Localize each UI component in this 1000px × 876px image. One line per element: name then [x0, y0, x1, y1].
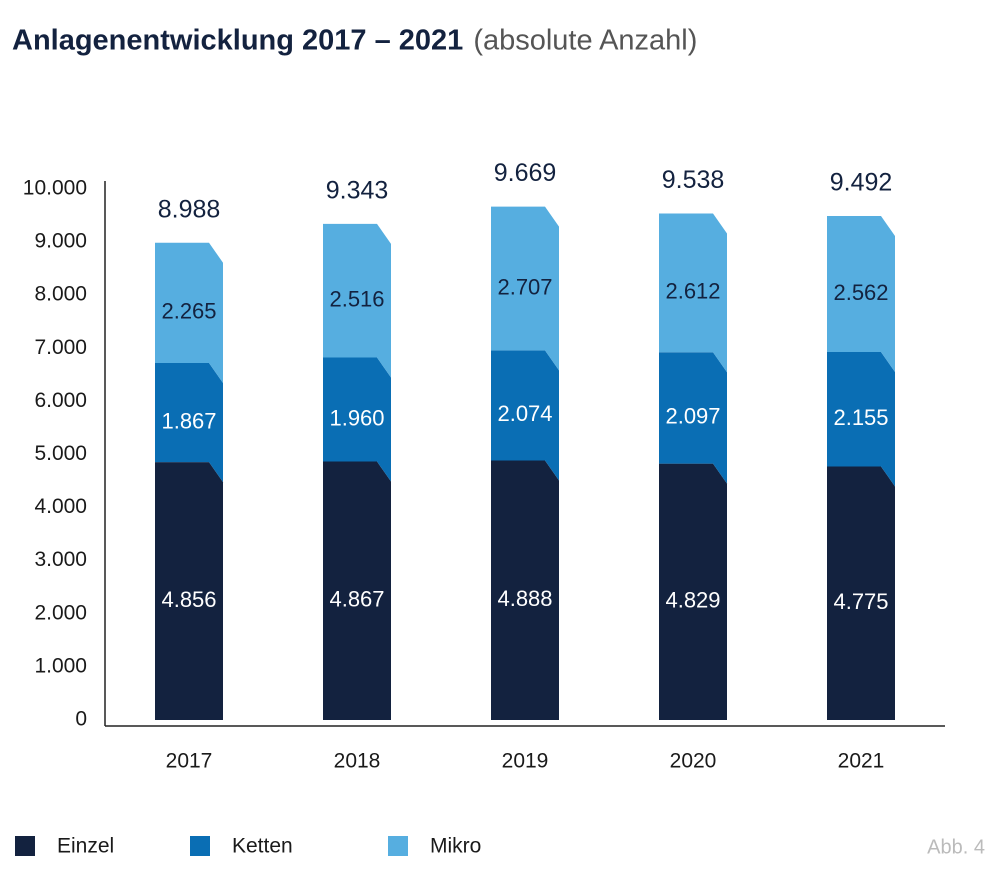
- chart-title: Anlagenentwicklung 2017 – 2021: [12, 25, 463, 57]
- legend-label: Mikro: [430, 835, 481, 858]
- total-label: 9.538: [662, 166, 725, 194]
- segment-label: 2.612: [665, 279, 720, 304]
- segment-label: 2.707: [497, 274, 552, 299]
- segment-label: 2.155: [833, 405, 888, 430]
- y-tick-label: 8.000: [34, 283, 87, 306]
- segment-label: 2.097: [665, 404, 720, 429]
- bar-segment: [491, 350, 559, 481]
- bar-segment: [323, 461, 391, 720]
- y-tick-label: 7.000: [34, 336, 87, 359]
- legend-swatch: [15, 836, 35, 856]
- total-label: 9.669: [494, 159, 557, 187]
- segment-label: 2.074: [497, 401, 552, 426]
- bar-segment: [491, 460, 559, 720]
- bar-segment: [827, 466, 895, 720]
- total-label: 8.988: [158, 195, 221, 223]
- segment-label: 4.888: [497, 586, 552, 611]
- bar-segment: [323, 357, 391, 482]
- segment-label: 4.867: [329, 587, 384, 612]
- bar-segment: [659, 463, 727, 720]
- chart-subtitle: (absolute Anzahl): [473, 25, 697, 57]
- figure-note: Abb. 4: [927, 836, 985, 858]
- legend-swatch: [190, 836, 210, 856]
- y-tick-label: 3.000: [34, 548, 87, 571]
- total-label: 9.492: [830, 169, 893, 197]
- bar-segment: [155, 462, 223, 720]
- segment-label: 4.829: [665, 588, 720, 613]
- x-tick-label: 2019: [502, 750, 549, 773]
- segment-label: 1.867: [161, 408, 216, 433]
- bar-segment: [827, 352, 895, 487]
- legend-swatch: [388, 836, 408, 856]
- bar-segment: [827, 215, 895, 373]
- bar-segment: [155, 242, 223, 384]
- x-tick-label: 2017: [166, 750, 213, 773]
- bar-segment: [323, 223, 391, 378]
- x-tick-label: 2020: [670, 750, 717, 773]
- y-tick-label: 10.000: [23, 177, 87, 200]
- bar-segment: [659, 352, 727, 484]
- x-tick-label: 2018: [334, 750, 381, 773]
- bar-segment: [155, 363, 223, 483]
- bar-segment: [491, 206, 559, 371]
- segment-label: 2.265: [161, 299, 216, 324]
- y-tick-label: 6.000: [34, 389, 87, 412]
- y-tick-label: 9.000: [34, 230, 87, 253]
- legend-label: Ketten: [232, 835, 293, 858]
- legend-label: Einzel: [57, 835, 114, 858]
- segment-label: 2.516: [329, 286, 384, 311]
- segment-label: 4.775: [833, 589, 888, 614]
- y-tick-label: 4.000: [34, 495, 87, 518]
- y-tick-label: 1.000: [34, 654, 87, 677]
- segment-label: 2.562: [833, 280, 888, 305]
- x-tick-label: 2021: [838, 750, 885, 773]
- segment-label: 1.960: [329, 405, 384, 430]
- y-tick-label: 2.000: [34, 601, 87, 624]
- segment-label: 4.856: [161, 587, 216, 612]
- y-tick-label: 0: [75, 708, 87, 731]
- y-tick-label: 5.000: [34, 442, 87, 465]
- total-label: 9.343: [326, 176, 389, 204]
- bar-segment: [659, 213, 727, 373]
